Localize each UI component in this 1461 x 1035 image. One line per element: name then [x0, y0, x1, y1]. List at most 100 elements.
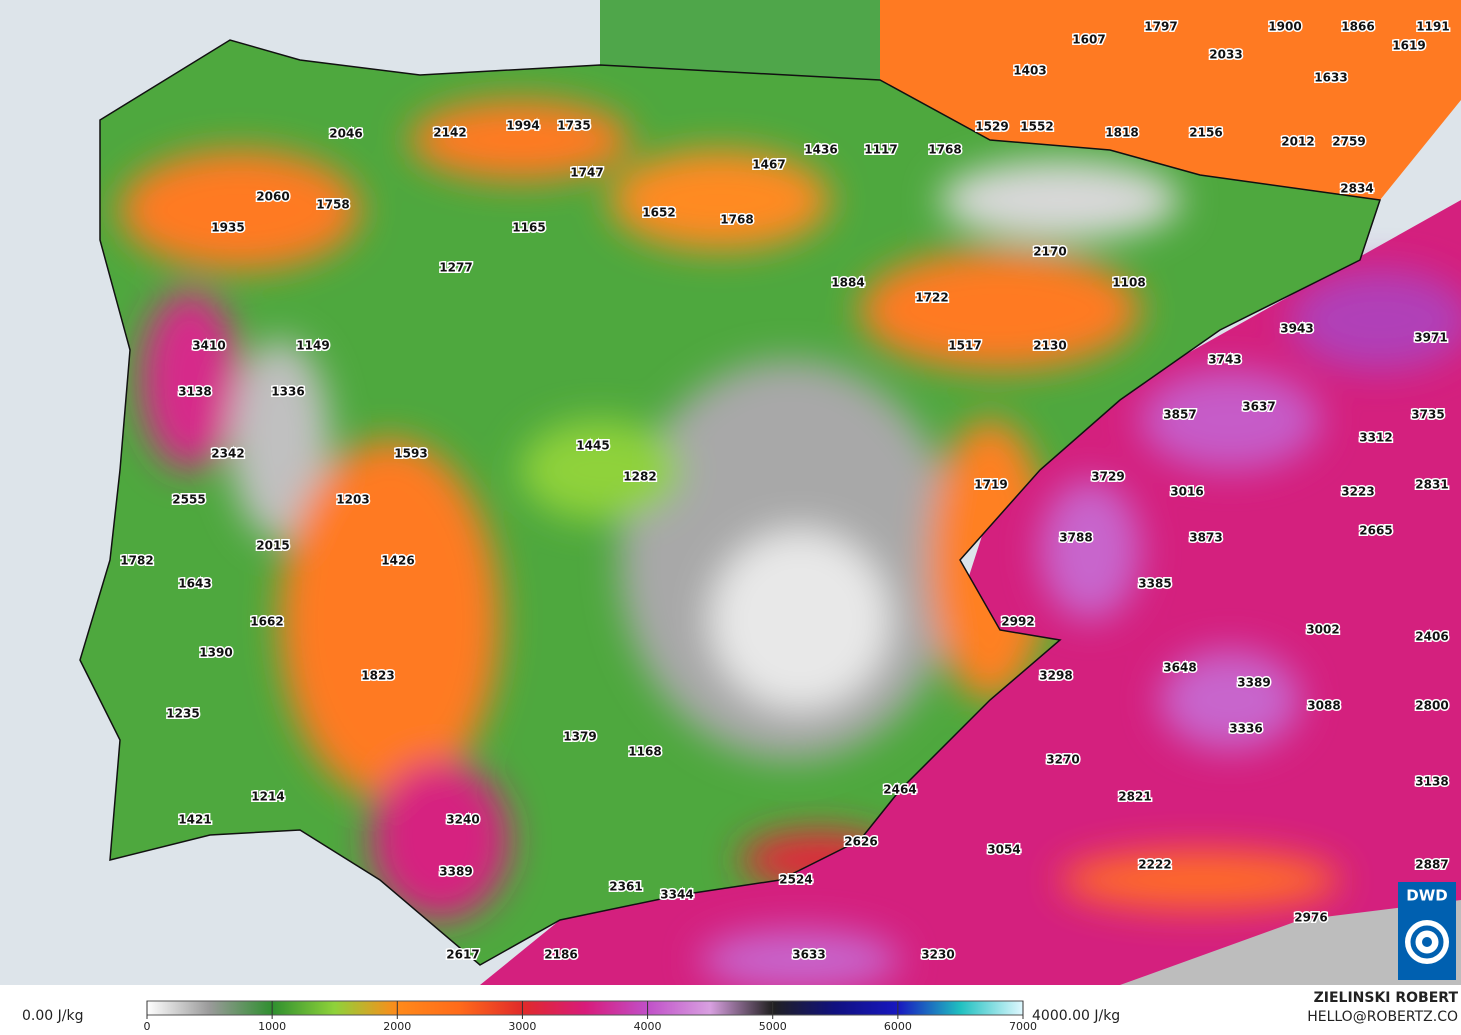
value-label: 2060: [256, 190, 289, 204]
value-label: 1633: [1314, 71, 1347, 85]
value-label: 3389: [439, 865, 472, 879]
value-label: 2015: [256, 539, 289, 553]
value-label: 3410: [192, 339, 225, 353]
value-label: 1552: [1020, 120, 1053, 134]
value-label: 1108: [1112, 276, 1145, 290]
tick-label: 0: [144, 1020, 151, 1033]
value-label: 1421: [178, 813, 211, 827]
value-label: 1390: [199, 646, 232, 660]
value-label: 3788: [1059, 531, 1092, 545]
value-label: 2626: [844, 835, 877, 849]
value-label: 1117: [864, 143, 897, 157]
value-label: 2831: [1415, 478, 1448, 492]
value-label: 1426: [381, 554, 414, 568]
value-label: 1735: [557, 119, 590, 133]
value-label: 1662: [250, 615, 283, 629]
value-label: 1277: [439, 261, 472, 275]
value-label: 3389: [1237, 676, 1270, 690]
value-label: 2464: [883, 783, 916, 797]
max-label: 4000.00 J/kg: [1032, 1008, 1120, 1024]
value-label: 2342: [211, 447, 244, 461]
value-label: 1336: [271, 385, 304, 399]
credit-name: ZIELINSKI ROBERT: [1314, 990, 1459, 1006]
value-label: 1652: [642, 206, 675, 220]
value-label: 1191: [1416, 20, 1449, 34]
value-label: 3743: [1208, 353, 1241, 367]
value-label: 2665: [1359, 524, 1392, 538]
value-label: 1935: [211, 221, 244, 235]
value-label: 2033: [1209, 48, 1242, 62]
value-label: 2186: [544, 948, 577, 962]
value-label: 2617: [446, 948, 479, 962]
value-label: 2012: [1281, 135, 1314, 149]
value-label: 2170: [1033, 245, 1066, 259]
value-label: 1866: [1341, 20, 1374, 34]
value-label: 3138: [1415, 775, 1448, 789]
value-label: 1643: [178, 577, 211, 591]
value-label: 3637: [1242, 400, 1275, 414]
colorbar-ticks: 0 1000 2000 3000 4000 5000 6000 7000: [144, 1001, 1037, 1033]
value-label: 3016: [1170, 485, 1203, 499]
credit-email: HELLO@ROBERTZ.CO: [1307, 1009, 1458, 1025]
logo: DWD: [1398, 882, 1456, 980]
value-label: 2976: [1294, 911, 1327, 925]
value-label: 1403: [1013, 64, 1046, 78]
value-label: 3054: [987, 843, 1020, 857]
value-label: 2046: [329, 127, 362, 141]
value-label: 3971: [1414, 331, 1447, 345]
value-label: 3735: [1411, 408, 1444, 422]
tick-label: 3000: [508, 1020, 536, 1033]
value-label: 1884: [831, 276, 864, 290]
value-label: 2130: [1033, 339, 1066, 353]
value-label: 1719: [974, 478, 1007, 492]
min-label: 0.00 J/kg: [22, 1008, 83, 1024]
value-label: 1203: [336, 493, 369, 507]
value-label: 1607: [1072, 33, 1105, 47]
value-label: 3270: [1046, 753, 1079, 767]
tick-label: 2000: [383, 1020, 411, 1033]
value-label: 3088: [1307, 699, 1340, 713]
colorbar: [146, 1000, 1024, 1016]
value-label: 1214: [251, 790, 284, 804]
value-label: 1797: [1144, 20, 1177, 34]
value-label: 1782: [120, 554, 153, 568]
value-label: 1758: [316, 198, 349, 212]
value-label: 1445: [576, 439, 609, 453]
value-label: 2156: [1189, 126, 1222, 140]
value-label: 1436: [804, 143, 837, 157]
value-label: 1149: [296, 339, 329, 353]
value-label: 1165: [512, 221, 545, 235]
value-label: 2222: [1138, 858, 1171, 872]
value-label: 3223: [1341, 485, 1374, 499]
value-label: 3943: [1280, 322, 1313, 336]
tick-label: 1000: [258, 1020, 286, 1033]
value-label: 2992: [1001, 615, 1034, 629]
value-label: 3633: [792, 948, 825, 962]
tick-label: 5000: [759, 1020, 787, 1033]
value-label: 3873: [1189, 531, 1222, 545]
map: 1607 1797 1900 1866 1191 1619 2033 1403 1633 2046…: [0, 0, 1461, 990]
value-label: 2406: [1415, 630, 1448, 644]
value-label: 1768: [720, 213, 753, 227]
value-label: 3240: [446, 813, 479, 827]
value-label: 2759: [1332, 135, 1365, 149]
value-label: 1619: [1392, 39, 1425, 53]
value-label: 3298: [1039, 669, 1072, 683]
value-label: 1593: [394, 447, 427, 461]
logo-text: DWD: [1406, 887, 1447, 905]
value-label: 2524: [779, 873, 812, 887]
value-label: 3138: [178, 385, 211, 399]
value-label: 1467: [752, 158, 785, 172]
value-label: 1900: [1268, 20, 1301, 34]
value-label: 1168: [628, 745, 661, 759]
value-label: 2555: [172, 493, 205, 507]
value-label: 3344: [660, 888, 693, 902]
value-label: 3312: [1359, 431, 1392, 445]
value-label: 3857: [1163, 408, 1196, 422]
value-label: 3729: [1091, 470, 1124, 484]
value-labels: 1607 1797 1900 1866 1191 1619 2033 1403 1633 2046…: [119, 18, 1451, 963]
value-label: 1747: [570, 166, 603, 180]
value-label: 2361: [609, 880, 642, 894]
value-label: 1379: [563, 730, 596, 744]
